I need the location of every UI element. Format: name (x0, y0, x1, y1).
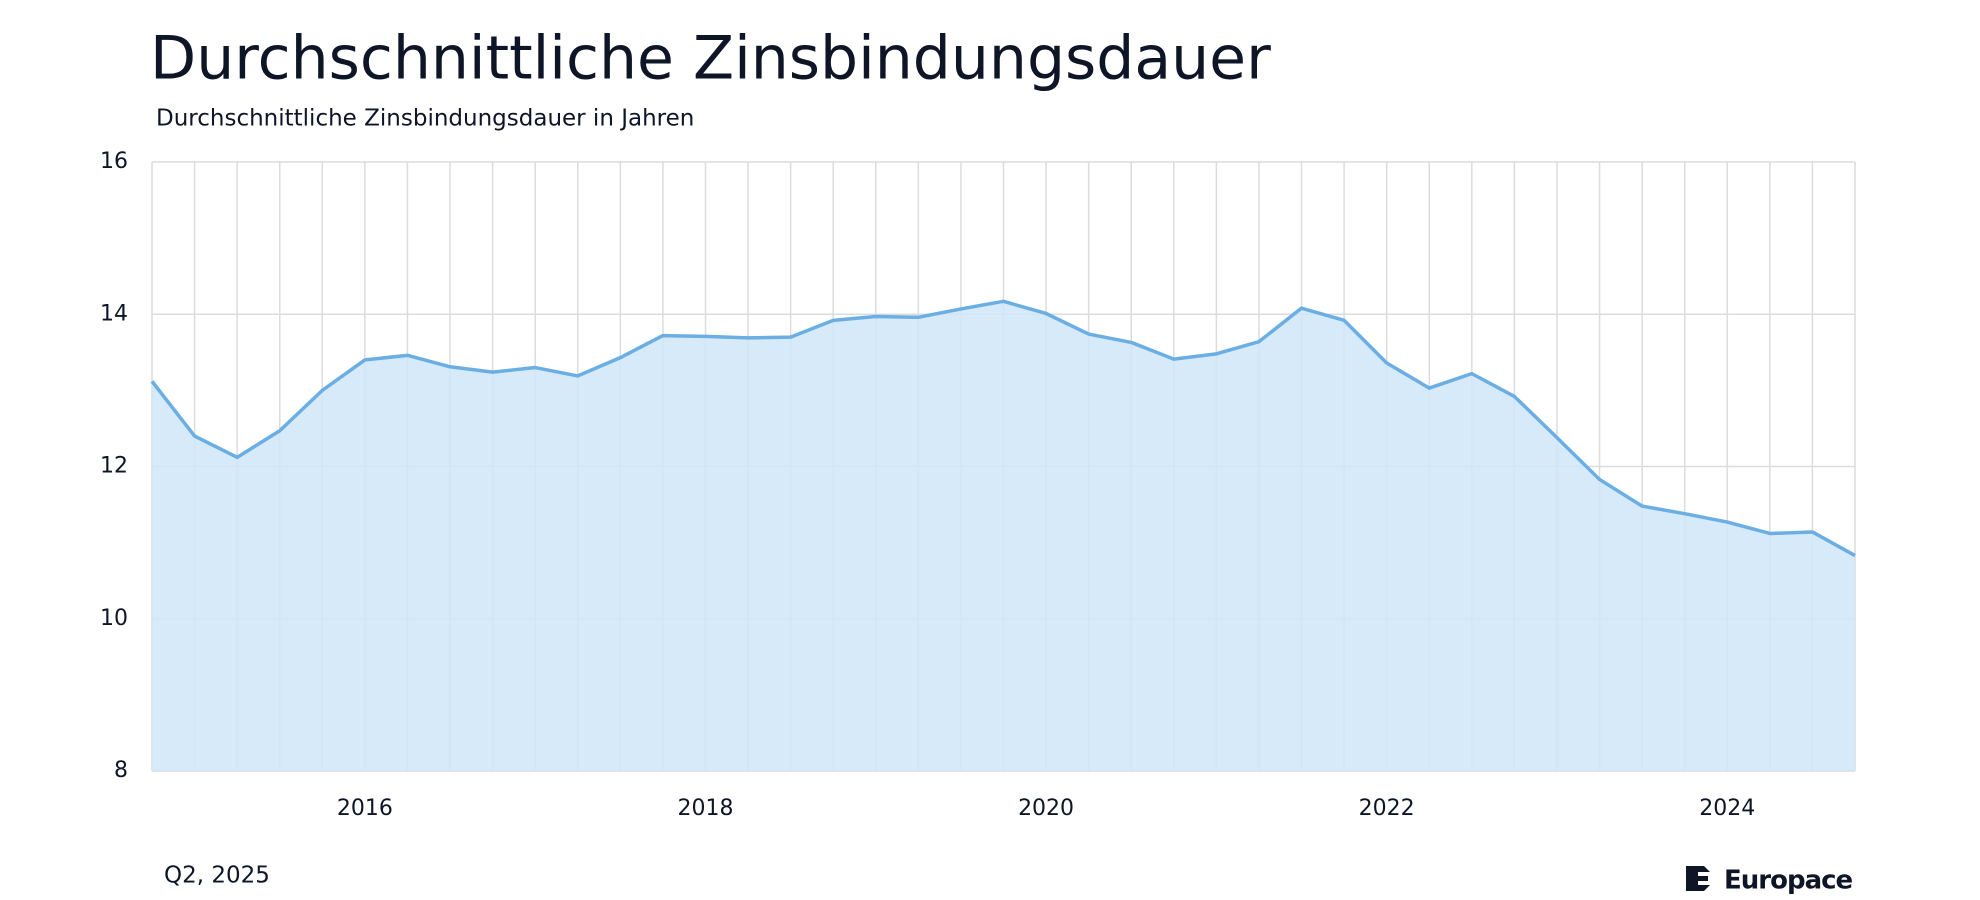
x-tick-label: 2016 (337, 796, 393, 821)
logo-icon (1686, 866, 1710, 891)
footnote: Q2, 2025 (164, 863, 270, 889)
x-tick-label: 2022 (1359, 796, 1415, 821)
y-tick-label: 12 (100, 454, 128, 479)
y-tick-label: 14 (100, 301, 128, 326)
line (150, 299, 1856, 558)
chart-title: Durchschnittliche Zinsbindungsdauer (150, 24, 1271, 94)
area (152, 301, 1855, 771)
y-tick-label: 10 (100, 606, 128, 631)
series (150, 299, 1856, 771)
x-tick-label: 2020 (1018, 796, 1074, 821)
chart-subtitle: Durchschnittliche Zinsbindungsdauer in J… (156, 106, 694, 132)
x-tick-label: 2018 (677, 796, 733, 821)
x-tick-label: 2024 (1699, 796, 1755, 821)
y-tick-label: 8 (114, 758, 128, 783)
y-tick-label: 16 (100, 149, 128, 174)
brand-logo: Europace (1686, 866, 1854, 896)
brand-name: Europace (1724, 866, 1853, 896)
